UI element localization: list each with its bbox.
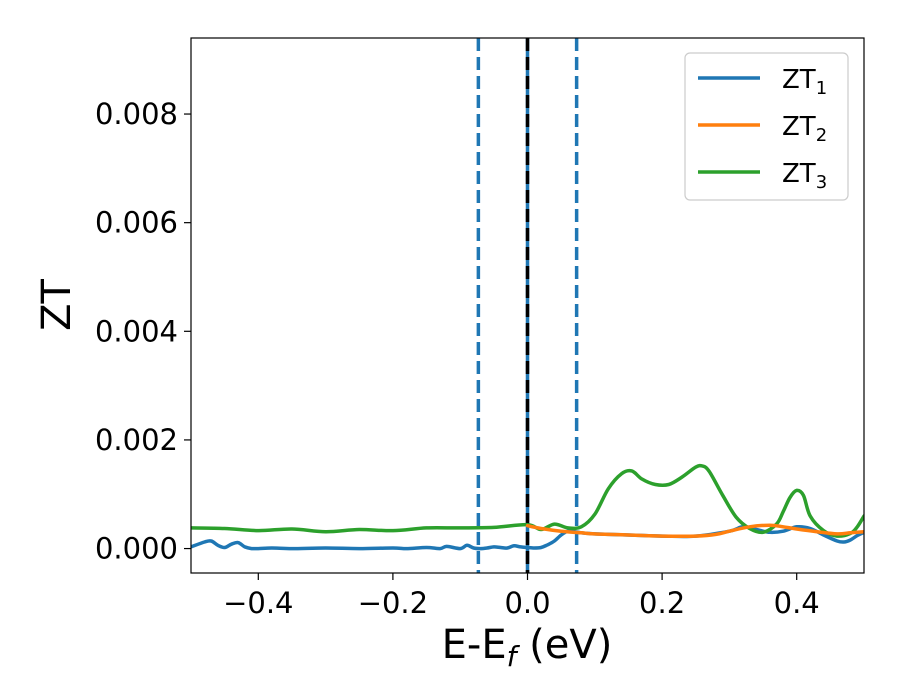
x-axis-ticks: −0.4 −0.2 0.0 0.2 0.4 <box>223 573 820 620</box>
series-lines <box>191 463 864 551</box>
legend-label-zt3: ZT3 <box>782 159 827 193</box>
y-axis-label: ZT <box>34 279 80 331</box>
legend-box <box>684 52 849 201</box>
x-tick-label: 0.2 <box>639 586 685 620</box>
x-axis-label: E-Ef (eV) <box>442 622 613 673</box>
y-tick-label: 0.006 <box>95 206 178 240</box>
x-tick-label: −0.2 <box>358 586 428 620</box>
x-tick-label: 0.0 <box>504 586 550 620</box>
y-tick-label: 0.004 <box>95 314 178 348</box>
vertical-reference-lines <box>476 38 579 573</box>
y-tick-label: 0.002 <box>95 423 178 457</box>
series-line-zt3 <box>191 463 864 538</box>
legend-label-zt2: ZT2 <box>782 112 827 146</box>
x-axis-label-main: E-E <box>442 622 507 668</box>
y-tick-label: 0.008 <box>95 97 178 131</box>
y-tick-label: 0.000 <box>95 532 178 566</box>
x-axis-label-unit: (eV) <box>516 622 612 668</box>
y-axis-ticks: 0.000 0.002 0.004 0.006 0.008 <box>95 97 191 566</box>
legend: ZT1 ZT2 ZT3 <box>684 52 849 201</box>
x-tick-label: −0.4 <box>223 586 293 620</box>
legend-label-zt1: ZT1 <box>782 65 827 99</box>
x-tick-label: 0.4 <box>774 586 820 620</box>
series-line-zt2 <box>525 523 864 538</box>
